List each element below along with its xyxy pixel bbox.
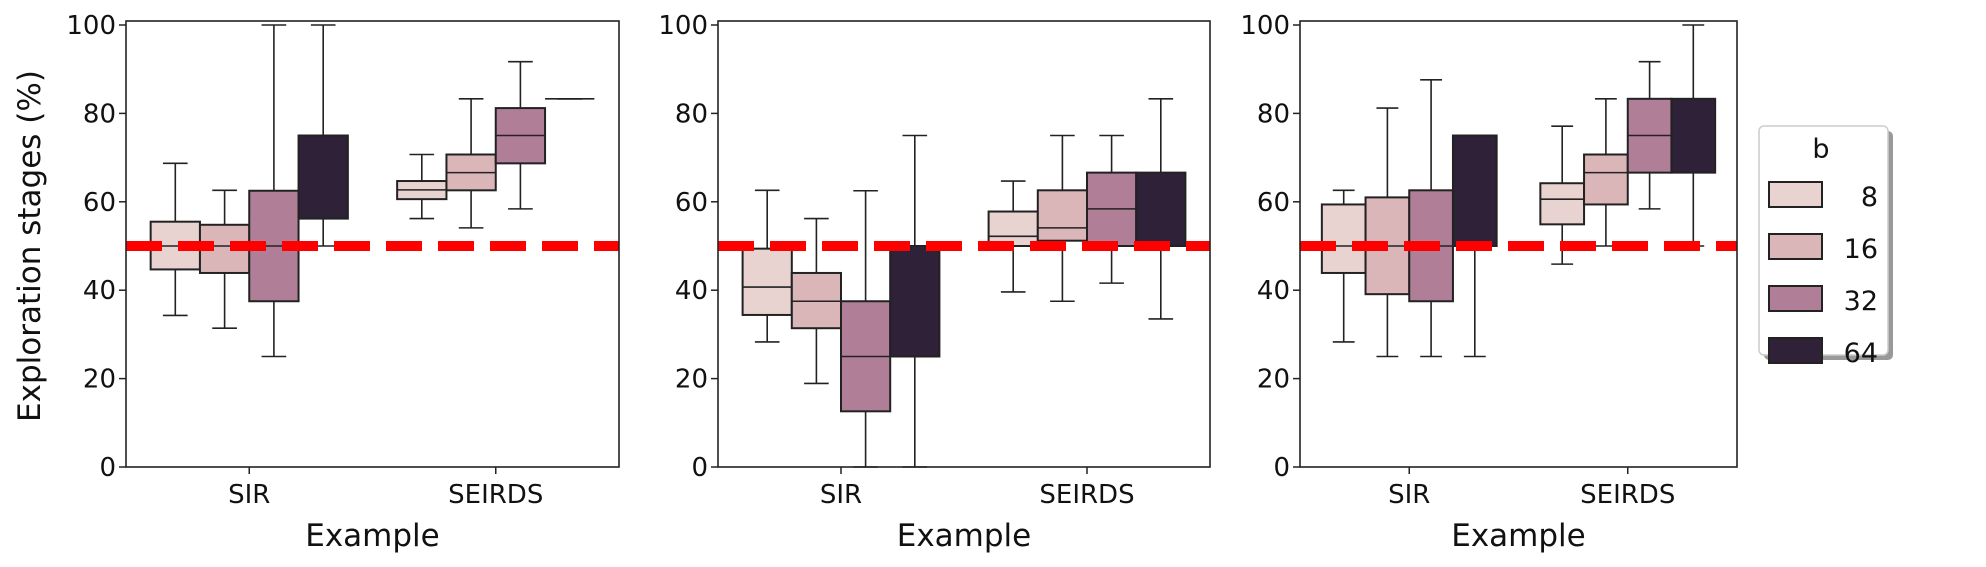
legend-label-8: 8	[1861, 182, 1878, 213]
y-tick-label: 40	[83, 276, 116, 306]
x-axis-label: Example	[305, 518, 440, 554]
box-seirds-b8	[987, 180, 1039, 293]
y-tick-label: 40	[1257, 276, 1290, 306]
y-axis-label: Exploration stages (%)	[12, 70, 48, 422]
box-seirds-b32	[494, 60, 547, 210]
box-iqr	[1583, 153, 1629, 206]
box-seirds-b16	[1583, 98, 1629, 247]
y-tick-label: 60	[675, 188, 708, 218]
y-tick-label: 20	[675, 365, 708, 395]
box-iqr	[987, 210, 1039, 248]
y-tick-label: 60	[83, 188, 116, 218]
box-iqr	[297, 134, 349, 220]
box-seirds-b8	[396, 153, 448, 220]
y-tick-label: 60	[1257, 188, 1290, 218]
x-axis-label: Example	[897, 518, 1032, 554]
y-tick-label: 20	[1257, 365, 1290, 395]
legend-label-16: 16	[1844, 234, 1878, 265]
legend-swatch-64	[1768, 337, 1823, 364]
box-iqr	[741, 247, 793, 316]
legend: b 8 16 32 64	[1758, 125, 1893, 369]
y-tick-label: 100	[658, 11, 708, 41]
x-tick-label: SIR	[820, 480, 862, 510]
y-tick-label: 0	[691, 453, 708, 483]
x-tick-label: SIR	[1388, 480, 1430, 510]
legend-swatch-16	[1768, 233, 1823, 260]
box-sir-b8	[741, 189, 793, 343]
y-tick-label: 100	[66, 11, 116, 41]
box-iqr	[1320, 203, 1367, 274]
x-tick-label: SEIRDS	[448, 480, 543, 510]
box-iqr	[1539, 182, 1586, 226]
box-seirds-b64	[1135, 98, 1187, 320]
y-tick-label: 80	[1257, 99, 1290, 129]
legend-swatch-32	[1768, 285, 1823, 312]
y-tick-label: 40	[675, 276, 708, 306]
box-seirds-b32	[1086, 134, 1138, 284]
box-seirds-b16	[1036, 134, 1089, 303]
y-tick-label: 80	[675, 99, 708, 129]
x-tick-label: SEIRDS	[1039, 480, 1134, 510]
panel-1: 0 20 40 60 80 100 SIR SEIRDS Example	[66, 11, 620, 554]
y-tick-label: 0	[99, 453, 116, 483]
y-tick-label: 20	[83, 365, 116, 395]
y-tick-label: 80	[83, 99, 116, 129]
box-seirds-b32	[1626, 60, 1673, 210]
x-tick-label: SEIRDS	[1580, 480, 1675, 510]
box-sir-b32	[1408, 79, 1454, 358]
legend-title: b	[1812, 134, 1829, 165]
box-seirds-b64	[1670, 24, 1717, 247]
box-iqr	[1135, 171, 1187, 248]
panel-3: 0 20 40 60 80 100 SIR SEIRDS Example	[1240, 11, 1738, 554]
y-tick-label: 100	[1240, 11, 1290, 41]
axes-frame	[717, 20, 1211, 468]
axes-frame	[1299, 20, 1738, 468]
x-tick-label: SIR	[228, 480, 270, 510]
legend-label-64: 64	[1844, 338, 1878, 369]
box-sir-b32	[248, 24, 300, 358]
box-iqr	[1451, 134, 1498, 247]
box-sir-b16	[198, 189, 251, 330]
box-sir-b64	[297, 24, 349, 247]
box-sir-b16	[1364, 107, 1411, 358]
x-axis-label: Example	[1451, 518, 1586, 554]
box-iqr	[889, 245, 941, 358]
box-sir-b8	[149, 162, 201, 317]
box-sir-b64	[889, 134, 941, 468]
legend-swatch-8	[1768, 181, 1823, 208]
box-iqr	[1036, 189, 1089, 242]
y-tick-label: 0	[1273, 453, 1290, 483]
box-seirds-b16	[445, 98, 497, 229]
box-seirds-b8	[1539, 125, 1586, 265]
box-sir-b8	[1320, 189, 1367, 343]
box-sir-b32	[840, 189, 892, 468]
box-iqr	[1670, 97, 1717, 174]
axes-frame	[125, 20, 620, 468]
legend-label-32: 32	[1844, 286, 1878, 317]
